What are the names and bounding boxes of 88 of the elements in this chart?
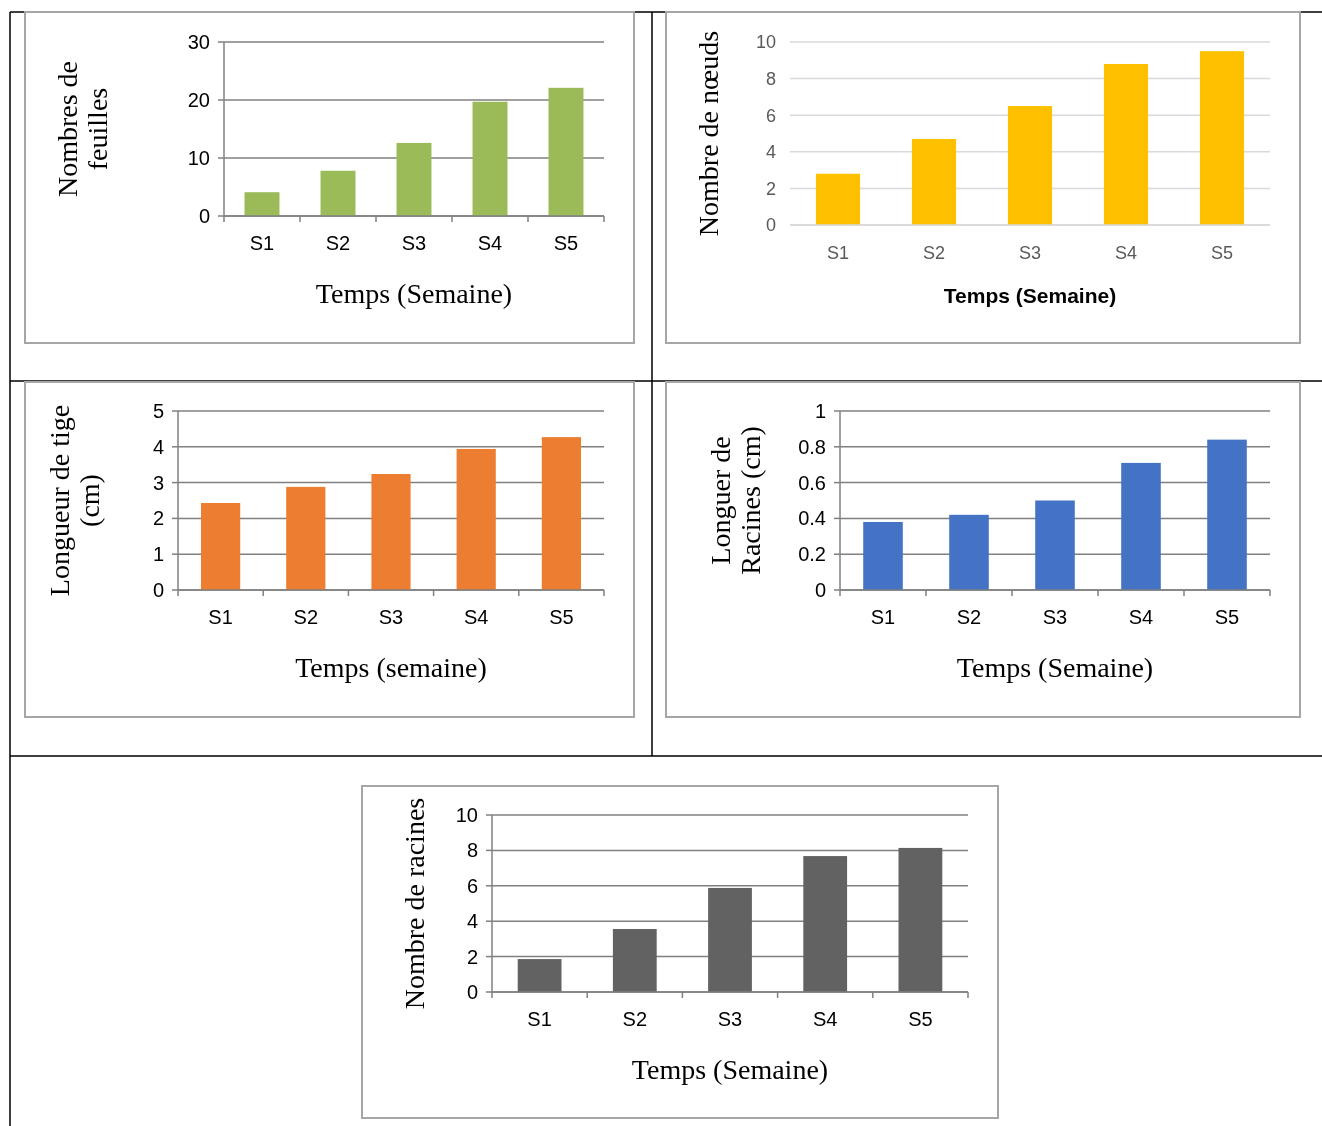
- x-axis-title: Temps (Semaine): [315, 278, 513, 309]
- y-axis-title: Longuer de Racines (cm): [705, 426, 766, 575]
- x-tick-label: S5: [549, 606, 574, 628]
- y-tick-label: 0.4: [798, 507, 826, 530]
- y-tick-label: 0.8: [798, 435, 826, 458]
- y-axis-title: Nombres de feuilles: [52, 60, 113, 198]
- y-axis-title: Nombre de nœuds: [693, 30, 724, 237]
- x-tick-label: S5: [1214, 606, 1240, 628]
- x-tick-label: S1: [826, 243, 850, 263]
- bar: [517, 959, 562, 992]
- y-tick-label: 0: [765, 215, 776, 236]
- x-tick-label: S4: [812, 1008, 838, 1030]
- x-tick-label: S5: [553, 232, 579, 254]
- bar: [286, 486, 326, 590]
- bar: [1121, 462, 1161, 590]
- bar: [1207, 439, 1247, 590]
- x-tick-label: S1: [249, 232, 275, 254]
- x-tick-label: S3: [378, 606, 404, 628]
- x-tick-label: S2: [922, 243, 946, 263]
- bar: [1007, 106, 1053, 225]
- x-axis-title: Temps (semaine): [295, 652, 487, 683]
- bar: [541, 437, 581, 590]
- x-tick-label: S4: [1114, 243, 1138, 263]
- bar: [244, 192, 280, 216]
- x-axis-title: Temps (Semaine): [631, 1054, 829, 1085]
- y-tick-label: 0: [152, 579, 164, 601]
- x-tick-label: S3: [1018, 243, 1042, 263]
- x-tick-label: S2: [622, 1008, 648, 1030]
- bar: [1199, 51, 1245, 225]
- y-tick-label: 6: [765, 105, 776, 126]
- x-tick-label: S4: [1128, 606, 1154, 628]
- bar: [371, 474, 411, 590]
- y-tick-label: 2: [765, 178, 776, 199]
- bar: [803, 856, 848, 992]
- x-tick-label: S2: [293, 606, 319, 628]
- y-tick-label: 8: [466, 839, 478, 862]
- x-tick-label: S4: [477, 232, 503, 254]
- y-tick-label: 2: [466, 945, 478, 968]
- x-tick-label: S2: [325, 232, 351, 254]
- y-tick-label: 0.6: [798, 471, 826, 494]
- y-tick-label: 2: [152, 507, 164, 530]
- y-tick-label: 0: [466, 981, 478, 1003]
- bar: [949, 514, 989, 590]
- y-tick-label: 4: [466, 910, 478, 933]
- y-tick-label: 0: [198, 205, 210, 227]
- y-tick-label: 6: [466, 874, 478, 897]
- y-tick-label: 30: [187, 31, 210, 53]
- y-tick-label: 4: [765, 142, 776, 163]
- y-tick-label: 3: [152, 471, 164, 494]
- x-axis-title: Temps (Semaine): [956, 652, 1154, 683]
- bar: [911, 138, 957, 225]
- x-tick-label: S4: [463, 606, 489, 628]
- x-tick-label: S3: [1042, 606, 1068, 628]
- y-tick-label: 10: [455, 804, 478, 826]
- y-axis-title: Longueur de tige (cm): [44, 404, 105, 597]
- x-tick-label: S1: [527, 1008, 552, 1030]
- y-tick-label: 0.2: [798, 543, 826, 566]
- y-tick-label: 5: [152, 400, 164, 422]
- x-axis-title: Temps (Semaine): [943, 284, 1117, 307]
- x-tick-label: S3: [401, 232, 427, 254]
- y-tick-label: 1: [814, 400, 826, 422]
- bar: [396, 142, 432, 216]
- y-tick-label: 10: [755, 32, 776, 53]
- bar: [815, 173, 861, 225]
- y-axis-title: Nombre de racines: [399, 797, 430, 1010]
- bar: [201, 503, 241, 590]
- y-tick-label: 10: [187, 147, 210, 169]
- x-tick-label: S2: [956, 606, 982, 628]
- bar: [898, 847, 943, 992]
- x-tick-label: S3: [717, 1008, 743, 1030]
- y-tick-label: 1: [152, 543, 164, 566]
- y-tick-label: 0: [814, 579, 826, 601]
- bar: [863, 521, 903, 590]
- y-tick-label: 8: [765, 68, 776, 89]
- y-tick-label: 20: [187, 89, 210, 111]
- bar: [612, 928, 657, 992]
- bar: [1103, 63, 1149, 225]
- x-tick-label: S5: [1210, 243, 1234, 263]
- bar: [1035, 500, 1075, 590]
- bar: [548, 87, 584, 216]
- bar: [456, 448, 496, 590]
- x-tick-label: S1: [208, 606, 233, 628]
- bar: [472, 101, 508, 216]
- bar: [708, 887, 752, 992]
- x-tick-label: S5: [908, 1008, 933, 1030]
- y-tick-label: 4: [152, 435, 164, 458]
- x-tick-label: S1: [870, 606, 896, 628]
- bar: [320, 170, 356, 216]
